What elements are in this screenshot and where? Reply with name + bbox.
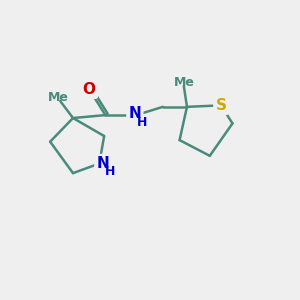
- Text: Me: Me: [174, 76, 195, 89]
- Text: H: H: [104, 165, 115, 178]
- Text: Me: Me: [48, 91, 69, 104]
- Text: S: S: [215, 98, 226, 113]
- Text: O: O: [83, 82, 96, 97]
- Text: N: N: [96, 156, 109, 171]
- Text: H: H: [136, 116, 147, 129]
- Text: N: N: [128, 106, 141, 121]
